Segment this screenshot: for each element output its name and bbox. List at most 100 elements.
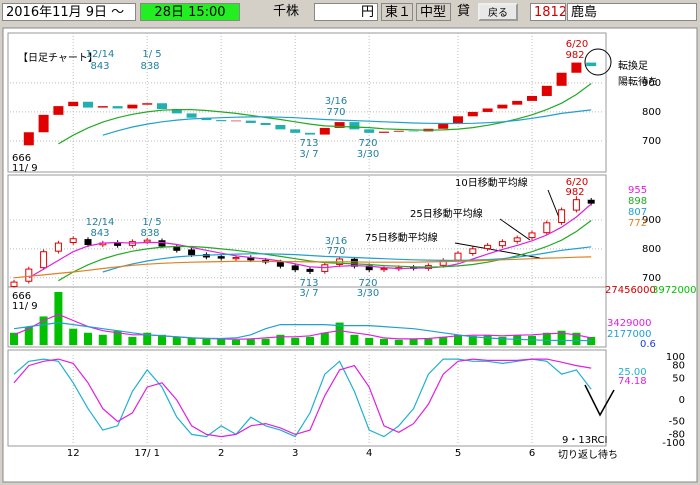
- annotation: 666: [12, 291, 31, 302]
- series-line: [13, 358, 592, 438]
- axis-max-label: 27456000: [605, 285, 656, 296]
- volume-bar: [172, 336, 181, 345]
- volume-bar: [365, 337, 374, 345]
- currency[interactable]: 円: [314, 3, 378, 21]
- series-line: [102, 246, 592, 273]
- volume-bar: [54, 291, 63, 345]
- volume-bar: [409, 338, 418, 345]
- brick: [541, 85, 552, 96]
- brick: [68, 101, 79, 107]
- y-tick-label: 100: [666, 352, 685, 363]
- y-tick-label: 800: [642, 107, 661, 118]
- volume-bar: [320, 332, 329, 345]
- brick: [142, 103, 153, 105]
- candle-body: [528, 232, 536, 239]
- candle-body: [469, 248, 477, 254]
- annotation: 3/30: [357, 149, 379, 160]
- candle-body: [69, 238, 77, 243]
- annotation: 12/14: [86, 49, 115, 60]
- candle-body: [558, 209, 566, 224]
- brick: [23, 132, 34, 146]
- brick: [527, 95, 537, 101]
- volume-bar: [232, 339, 240, 345]
- candle-body: [25, 268, 33, 282]
- annotation: 12/14: [86, 217, 115, 228]
- stock-name: 鹿島: [567, 3, 697, 21]
- volume-bar: [483, 334, 492, 345]
- volume-bar: [572, 332, 581, 345]
- y-tick-label: 900: [642, 215, 661, 226]
- volume-bar: [587, 336, 596, 345]
- brick: [408, 130, 419, 132]
- volume-bar: [39, 316, 48, 345]
- y-tick-label: 0: [679, 395, 685, 406]
- brick: [216, 120, 227, 122]
- size[interactable]: 中型: [416, 3, 451, 21]
- y-tick-label: -100: [662, 438, 685, 449]
- candle-body: [10, 281, 18, 287]
- volume-bar: [291, 337, 300, 345]
- chart-frame: [2, 27, 698, 483]
- credit: 貸: [454, 3, 472, 21]
- end-value-label: 25.00: [618, 367, 647, 378]
- date-from[interactable]: 2016年11月 9日 ～: [2, 3, 136, 21]
- series-name: 25日移動平均線: [410, 207, 483, 220]
- annotation: 3/16: [325, 236, 347, 247]
- annotation: 843: [90, 61, 109, 72]
- market[interactable]: 東１: [381, 3, 413, 21]
- brick: [512, 100, 523, 105]
- annotation: 720: [358, 278, 377, 289]
- candle-body: [572, 199, 580, 211]
- brick: [305, 132, 315, 135]
- candle-body: [143, 239, 151, 243]
- candle-body: [498, 241, 506, 247]
- brick: [127, 104, 138, 109]
- toolbar: 2016年11月 9日 ～ 28日 15:00 千株 円 東１ 中型 貸 戻る …: [0, 0, 700, 26]
- series-name: 10日移動平均線: [455, 176, 528, 189]
- back-button[interactable]: 戻る: [478, 3, 518, 21]
- y-tick-label: 700: [642, 136, 661, 147]
- date-to[interactable]: 28日 15:00: [140, 3, 240, 21]
- annotation: 11/ 9: [12, 163, 38, 174]
- annotation: 6/20: [566, 39, 588, 50]
- annotation: 3/ 7: [299, 288, 318, 299]
- y-tick-label: 900: [642, 78, 661, 89]
- annotation: 770: [326, 246, 345, 257]
- candle-body: [276, 261, 284, 267]
- volume-bar: [202, 338, 211, 345]
- x-tick-label: 12: [67, 448, 80, 459]
- unit: 千株: [260, 3, 312, 21]
- x-tick-label: 6: [529, 448, 535, 459]
- annotation: 1/ 5: [142, 49, 161, 60]
- annotation: 切り返し待ち: [558, 448, 618, 461]
- check-arrow: [584, 384, 615, 417]
- y-tick-label: 700: [642, 273, 661, 284]
- volume-bar: [10, 332, 18, 345]
- brick: [97, 106, 108, 108]
- series-line: [13, 321, 592, 342]
- brick: [571, 62, 582, 73]
- brick: [349, 122, 360, 130]
- brick: [364, 129, 375, 133]
- y-tick-label: -80: [669, 429, 685, 440]
- x-tick-label: 17/ 1: [134, 448, 160, 459]
- annotation: 転換足: [618, 60, 648, 72]
- annotation: 9・13RCI: [562, 435, 607, 446]
- candle-body: [380, 268, 388, 271]
- candle-body: [291, 265, 299, 271]
- y-tick-label: 80: [672, 361, 685, 372]
- y-tick-label: -50: [669, 417, 685, 428]
- annotation: 843: [90, 228, 109, 239]
- volume-bar: [128, 336, 137, 345]
- volume-bar: [143, 332, 152, 345]
- pointer: [547, 189, 561, 221]
- volume-bar: [261, 338, 270, 345]
- volume-bar: [84, 332, 92, 345]
- end-value-label: 772: [628, 218, 647, 229]
- annotation: 982: [565, 187, 584, 198]
- panel-frame: [7, 349, 607, 447]
- series-line: [28, 203, 592, 279]
- candle-body: [84, 239, 92, 246]
- annotation: 3/30: [357, 288, 379, 299]
- code[interactable]: 1812: [530, 3, 566, 21]
